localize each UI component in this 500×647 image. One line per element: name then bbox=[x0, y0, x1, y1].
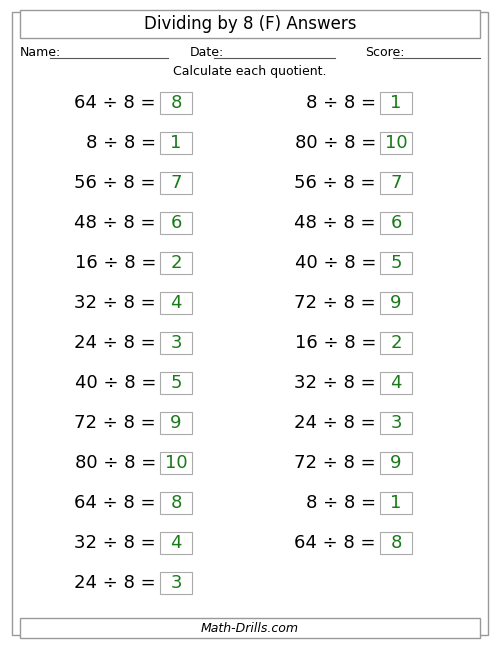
Text: 2: 2 bbox=[170, 254, 182, 272]
FancyBboxPatch shape bbox=[160, 532, 192, 554]
Text: 24 ÷ 8 =: 24 ÷ 8 = bbox=[74, 574, 156, 592]
Text: 72 ÷ 8 =: 72 ÷ 8 = bbox=[294, 454, 376, 472]
FancyBboxPatch shape bbox=[160, 212, 192, 234]
FancyBboxPatch shape bbox=[380, 252, 412, 274]
Text: 8: 8 bbox=[170, 94, 181, 112]
Text: 8: 8 bbox=[390, 534, 402, 552]
Text: 40 ÷ 8 =: 40 ÷ 8 = bbox=[74, 374, 156, 392]
Text: 24 ÷ 8 =: 24 ÷ 8 = bbox=[74, 334, 156, 352]
FancyBboxPatch shape bbox=[380, 92, 412, 114]
Text: 8 ÷ 8 =: 8 ÷ 8 = bbox=[86, 134, 156, 152]
FancyBboxPatch shape bbox=[160, 372, 192, 394]
Text: 32 ÷ 8 =: 32 ÷ 8 = bbox=[74, 534, 156, 552]
Text: 3: 3 bbox=[170, 334, 182, 352]
Text: 10: 10 bbox=[384, 134, 407, 152]
Text: 9: 9 bbox=[170, 414, 182, 432]
FancyBboxPatch shape bbox=[380, 452, 412, 474]
FancyBboxPatch shape bbox=[380, 292, 412, 314]
Text: 80 ÷ 8 =: 80 ÷ 8 = bbox=[75, 454, 156, 472]
Text: 48 ÷ 8 =: 48 ÷ 8 = bbox=[74, 214, 156, 232]
Text: 8 ÷ 8 =: 8 ÷ 8 = bbox=[306, 494, 376, 512]
Text: 5: 5 bbox=[170, 374, 182, 392]
Text: 64 ÷ 8 =: 64 ÷ 8 = bbox=[294, 534, 376, 552]
Text: 48 ÷ 8 =: 48 ÷ 8 = bbox=[294, 214, 376, 232]
Text: 6: 6 bbox=[390, 214, 402, 232]
Text: 8 ÷ 8 =: 8 ÷ 8 = bbox=[306, 94, 376, 112]
FancyBboxPatch shape bbox=[12, 12, 488, 635]
FancyBboxPatch shape bbox=[160, 172, 192, 194]
Text: 6: 6 bbox=[170, 214, 181, 232]
Text: Math-Drills.com: Math-Drills.com bbox=[201, 622, 299, 635]
Text: 16 ÷ 8 =: 16 ÷ 8 = bbox=[74, 254, 156, 272]
Text: 7: 7 bbox=[170, 174, 182, 192]
Text: 64 ÷ 8 =: 64 ÷ 8 = bbox=[74, 494, 156, 512]
FancyBboxPatch shape bbox=[160, 492, 192, 514]
FancyBboxPatch shape bbox=[160, 132, 192, 154]
FancyBboxPatch shape bbox=[20, 10, 480, 38]
Text: 32 ÷ 8 =: 32 ÷ 8 = bbox=[74, 294, 156, 312]
Text: 1: 1 bbox=[170, 134, 181, 152]
Text: 1: 1 bbox=[390, 494, 402, 512]
FancyBboxPatch shape bbox=[20, 618, 480, 638]
FancyBboxPatch shape bbox=[160, 292, 192, 314]
Text: Name:: Name: bbox=[20, 45, 61, 58]
Text: Date:: Date: bbox=[190, 45, 224, 58]
FancyBboxPatch shape bbox=[380, 132, 412, 154]
FancyBboxPatch shape bbox=[160, 572, 192, 594]
Text: 2: 2 bbox=[390, 334, 402, 352]
FancyBboxPatch shape bbox=[380, 372, 412, 394]
Text: 7: 7 bbox=[390, 174, 402, 192]
FancyBboxPatch shape bbox=[380, 332, 412, 354]
FancyBboxPatch shape bbox=[160, 92, 192, 114]
Text: 64 ÷ 8 =: 64 ÷ 8 = bbox=[74, 94, 156, 112]
Text: 24 ÷ 8 =: 24 ÷ 8 = bbox=[294, 414, 376, 432]
FancyBboxPatch shape bbox=[160, 412, 192, 434]
Text: 4: 4 bbox=[170, 534, 182, 552]
Text: 56 ÷ 8 =: 56 ÷ 8 = bbox=[74, 174, 156, 192]
FancyBboxPatch shape bbox=[160, 252, 192, 274]
FancyBboxPatch shape bbox=[380, 172, 412, 194]
Text: 10: 10 bbox=[164, 454, 188, 472]
Text: Score:: Score: bbox=[365, 45, 405, 58]
Text: 72 ÷ 8 =: 72 ÷ 8 = bbox=[294, 294, 376, 312]
FancyBboxPatch shape bbox=[380, 412, 412, 434]
Text: Calculate each quotient.: Calculate each quotient. bbox=[174, 65, 327, 78]
FancyBboxPatch shape bbox=[380, 532, 412, 554]
Text: 4: 4 bbox=[390, 374, 402, 392]
Text: 72 ÷ 8 =: 72 ÷ 8 = bbox=[74, 414, 156, 432]
FancyBboxPatch shape bbox=[160, 332, 192, 354]
Text: 80 ÷ 8 =: 80 ÷ 8 = bbox=[295, 134, 376, 152]
Text: 56 ÷ 8 =: 56 ÷ 8 = bbox=[294, 174, 376, 192]
Text: 9: 9 bbox=[390, 454, 402, 472]
Text: 9: 9 bbox=[390, 294, 402, 312]
FancyBboxPatch shape bbox=[380, 492, 412, 514]
Text: 8: 8 bbox=[170, 494, 181, 512]
Text: 1: 1 bbox=[390, 94, 402, 112]
FancyBboxPatch shape bbox=[160, 452, 192, 474]
Text: 32 ÷ 8 =: 32 ÷ 8 = bbox=[294, 374, 376, 392]
Text: 5: 5 bbox=[390, 254, 402, 272]
Text: 4: 4 bbox=[170, 294, 182, 312]
Text: 3: 3 bbox=[390, 414, 402, 432]
Text: Dividing by 8 (F) Answers: Dividing by 8 (F) Answers bbox=[144, 15, 356, 33]
Text: 40 ÷ 8 =: 40 ÷ 8 = bbox=[294, 254, 376, 272]
FancyBboxPatch shape bbox=[380, 212, 412, 234]
Text: 16 ÷ 8 =: 16 ÷ 8 = bbox=[294, 334, 376, 352]
Text: 3: 3 bbox=[170, 574, 182, 592]
